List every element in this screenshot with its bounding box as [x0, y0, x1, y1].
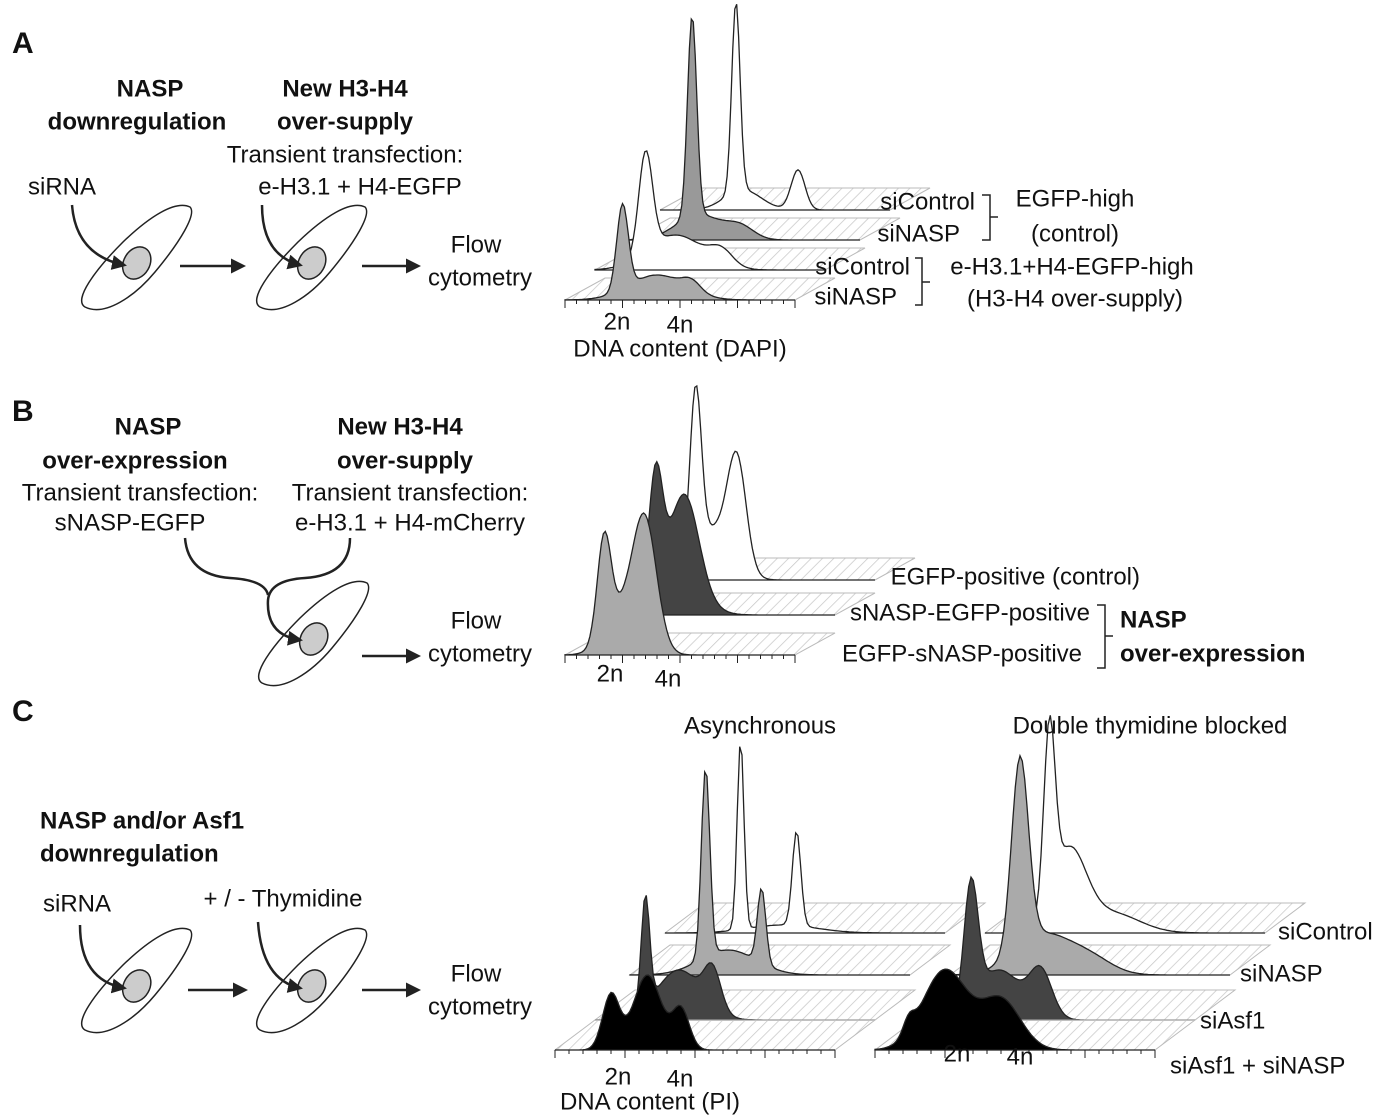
agent: + / - Thymidine — [204, 885, 363, 912]
group-label: EGFP-high — [1016, 185, 1135, 212]
step-title: NASP and/or Asf1 — [40, 807, 244, 834]
step-title: over-supply — [337, 447, 474, 474]
panel-letter: C — [12, 695, 34, 728]
track-label: siControl — [880, 188, 975, 215]
step-method: Transient transfection: — [22, 479, 259, 506]
track-label: siControl — [815, 253, 910, 280]
track-label: EGFP-sNASP-positive — [842, 640, 1082, 667]
readout: cytometry — [428, 993, 532, 1020]
bracket — [915, 258, 930, 305]
step-title: over-expression — [42, 447, 227, 474]
axis-label: DNA content (DAPI) — [573, 335, 786, 362]
agent: siRNA — [28, 173, 96, 200]
axis-tick-label: 2n — [944, 1040, 971, 1067]
arrow — [185, 538, 268, 595]
cell — [257, 928, 367, 1032]
cell — [257, 205, 367, 309]
track-label: siControl — [1278, 918, 1373, 945]
step-title: New H3-H4 — [337, 413, 463, 440]
panel-letter: B — [12, 395, 34, 428]
figure: A NASP downregulation New H3-H4 over-sup… — [0, 0, 1397, 1118]
step-method: Transient transfection: — [292, 479, 529, 506]
track-label: siNASP — [814, 283, 897, 310]
bracket — [1097, 605, 1113, 668]
readout: cytometry — [428, 264, 532, 291]
panel-letter: A — [12, 27, 34, 60]
group-label: e-H3.1+H4-EGFP-high — [950, 253, 1193, 280]
step-method: e-H3.1 + H4-EGFP — [258, 173, 461, 200]
track-label: siAsf1 — [1200, 1007, 1265, 1034]
group-label: NASP — [1120, 606, 1187, 633]
readout: Flow — [451, 607, 502, 634]
axis-tick-label: 4n — [655, 665, 682, 692]
group-label: (control) — [1031, 220, 1119, 247]
bracket — [982, 195, 998, 240]
chart-title: Double thymidine blocked — [1013, 712, 1288, 739]
step-title: NASP — [117, 75, 184, 102]
group-label: (H3-H4 over-supply) — [967, 285, 1183, 312]
step-title: downregulation — [40, 840, 219, 867]
track-label: siNASP — [1240, 960, 1323, 987]
track-label: EGFP-positive (control) — [891, 563, 1140, 590]
step-title: downregulation — [48, 108, 227, 135]
axis-tick-label: 4n — [667, 311, 694, 338]
group-label: over-expression — [1120, 640, 1305, 667]
axis-label: DNA content (PI) — [560, 1088, 740, 1115]
track-label: siNASP — [877, 220, 960, 247]
step-method: Transient transfection: — [227, 141, 464, 168]
cell — [82, 205, 192, 309]
readout: cytometry — [428, 640, 532, 667]
histogram — [950, 756, 1230, 975]
readout: Flow — [451, 231, 502, 258]
axis-tick-label: 2n — [605, 1063, 632, 1090]
cell — [259, 581, 369, 685]
step-method: sNASP-EGFP — [55, 509, 206, 536]
axis-tick-label: 2n — [604, 308, 631, 335]
readout: Flow — [451, 960, 502, 987]
track-label: sNASP-EGFP-positive — [850, 599, 1090, 626]
step-method: e-H3.1 + H4-mCherry — [295, 509, 525, 536]
step-title: over-supply — [277, 108, 414, 135]
cell — [82, 928, 192, 1032]
step-title: New H3-H4 — [282, 75, 408, 102]
chart-title: Asynchronous — [684, 712, 836, 739]
step-title: NASP — [115, 413, 182, 440]
agent: siRNA — [43, 890, 111, 917]
axis-tick-label: 4n — [1007, 1043, 1034, 1070]
track-label: siAsf1 + siNASP — [1170, 1052, 1345, 1079]
axis-tick-label: 2n — [597, 660, 624, 687]
